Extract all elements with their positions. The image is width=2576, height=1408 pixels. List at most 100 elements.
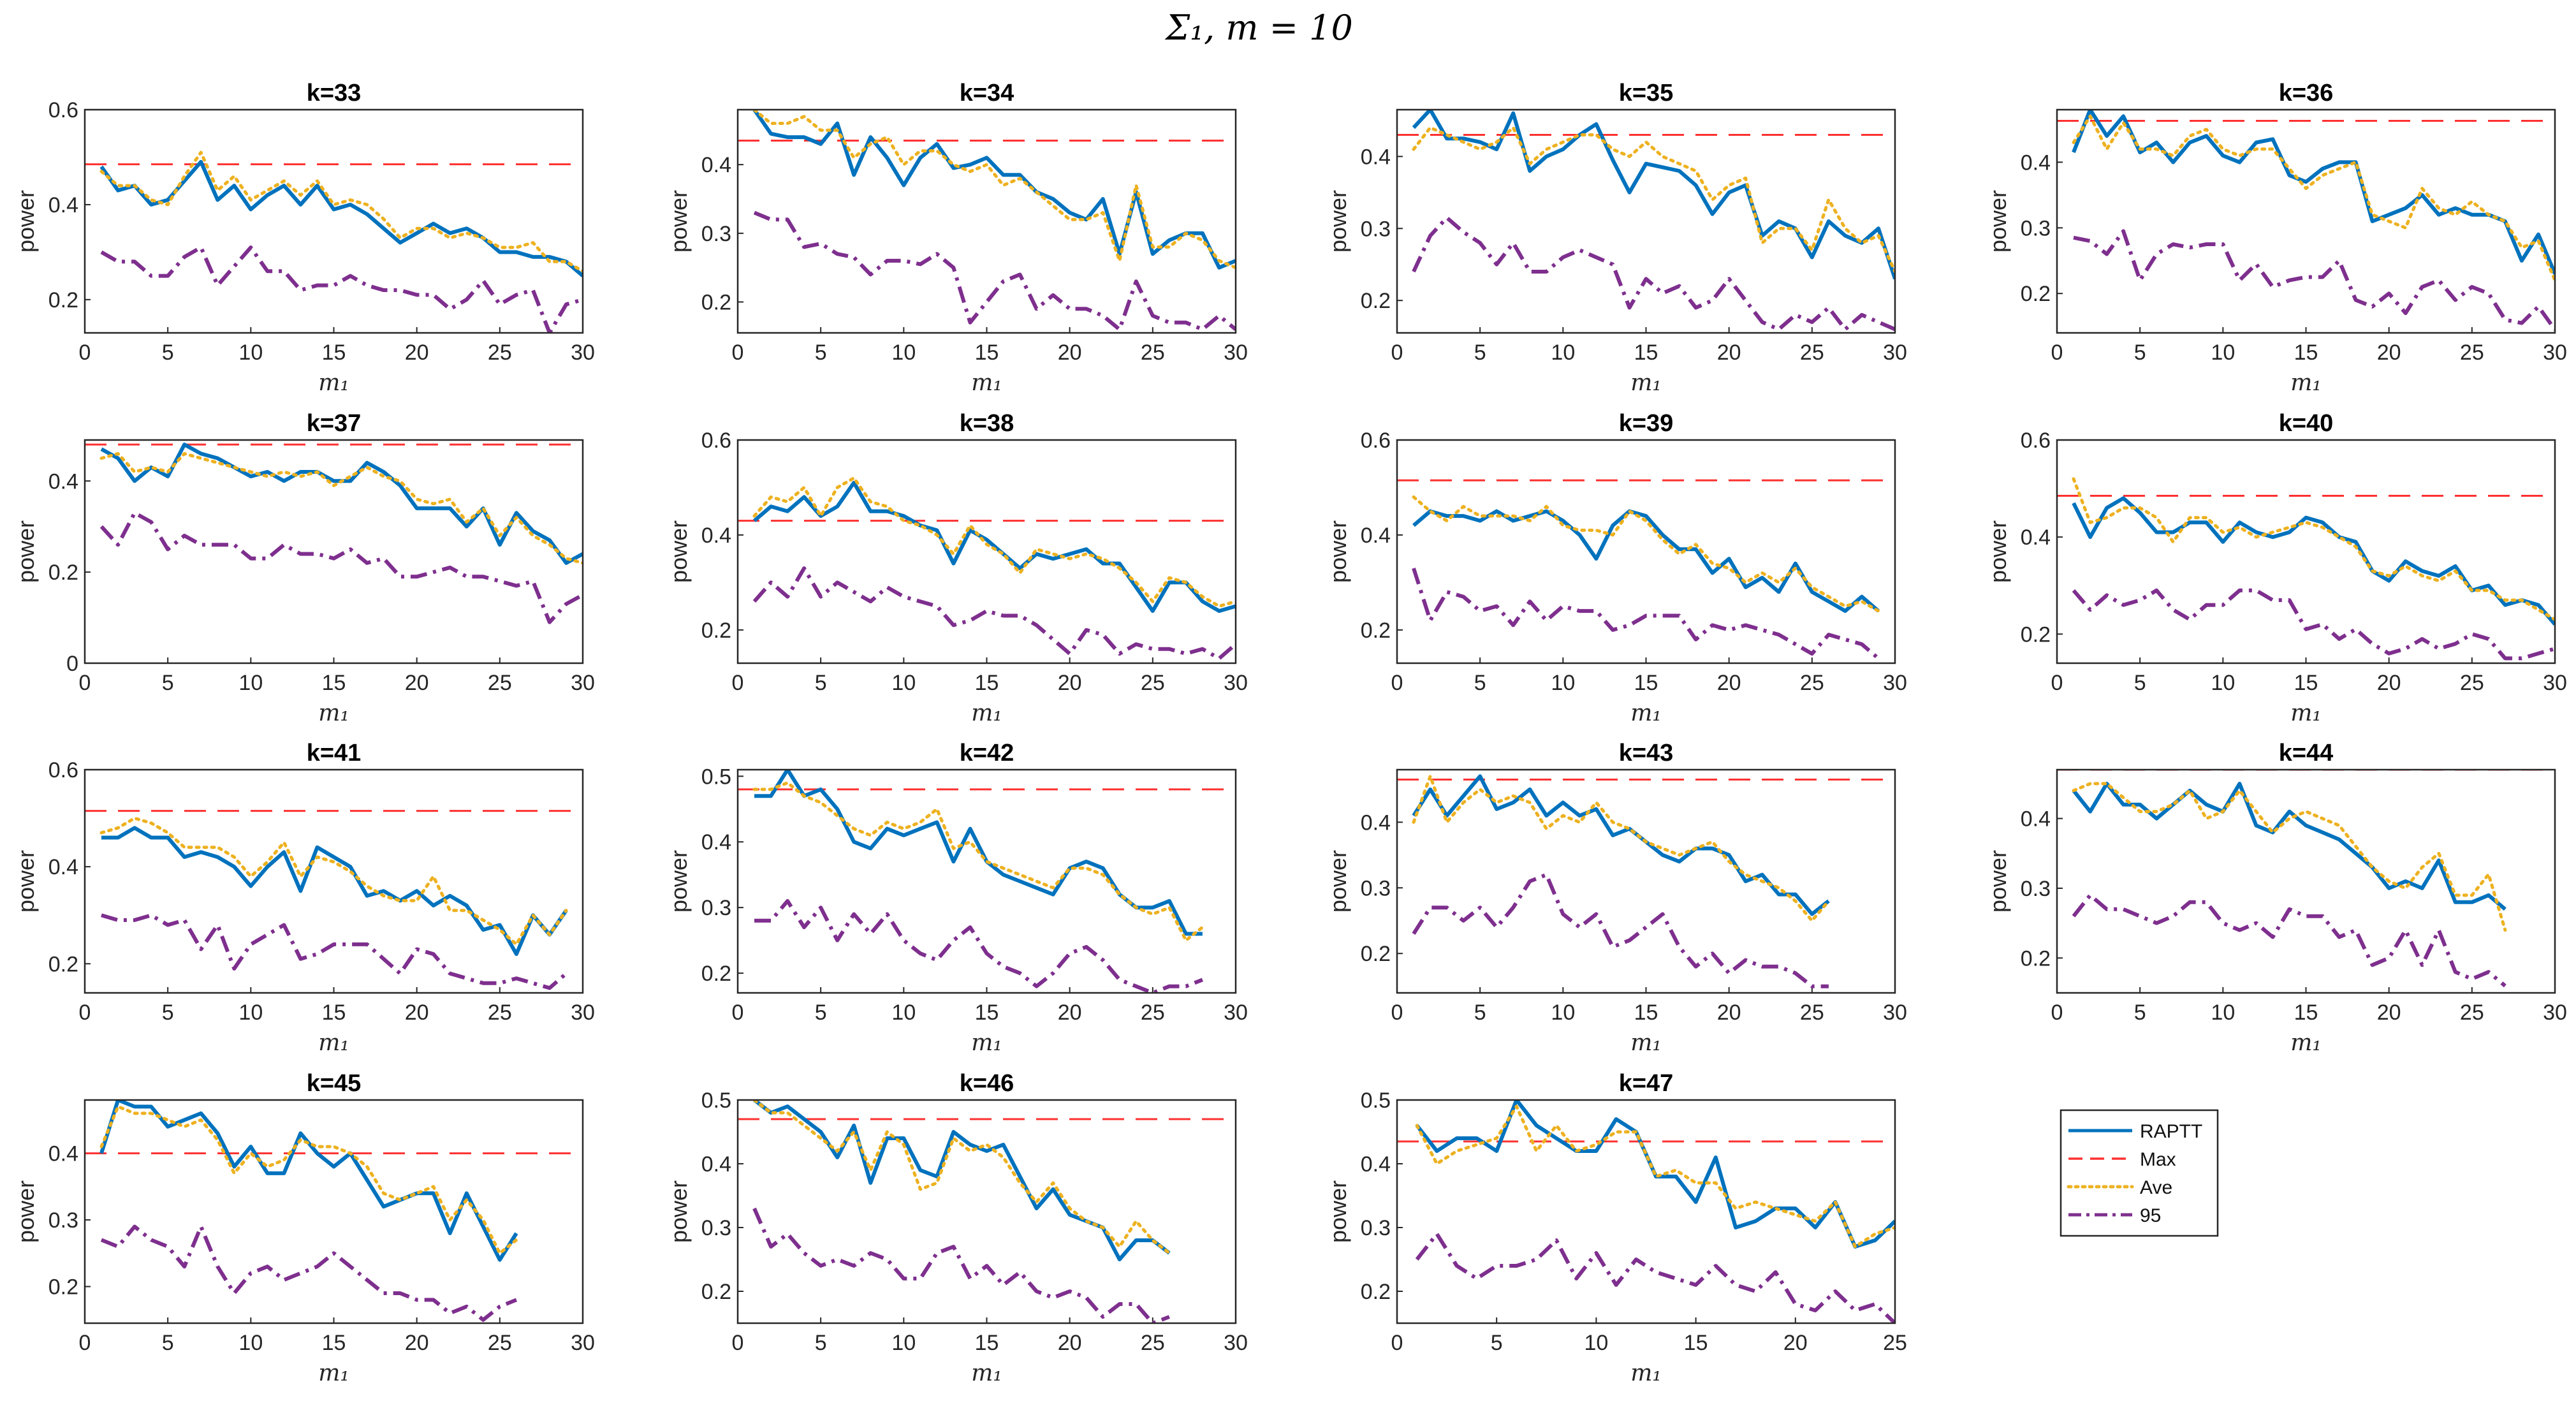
x-tick-label: 5 [815,341,827,365]
series-line-RAPTT [99,159,583,277]
series-line-95 [752,1207,1170,1323]
x-tick-label: 10 [238,341,263,365]
y-tick-label: 0.3 [701,1216,731,1240]
y-tick-label: 0.4 [1361,1152,1391,1177]
x-tick-label: 20 [1058,1331,1082,1355]
figure-title: Σ₁, m = 10 [1164,8,1353,48]
axes-box [1396,1099,1896,1324]
plot-lines [85,150,583,333]
x-tick-label: 30 [1224,671,1248,695]
x-axis-label: m₁ [971,1360,1002,1386]
x-tick-label: 30 [1883,671,1907,695]
axes-box [1396,439,1896,664]
series-line-RAPTT [753,481,1236,613]
y-tick-label: 0.3 [701,896,731,920]
series-line-Ave [99,1104,518,1255]
x-tick-label: 20 [1717,671,1741,695]
series-line-Ave [752,781,1204,942]
subplot-title: k=35 [1619,80,1674,106]
subplot: k=47 0 5 10 15 20 25 0.2 0.3 0.4 0.5 m₁ power [1325,1070,1907,1386]
x-tick-label: 25 [488,671,512,695]
y-tick-label: 0.3 [701,222,731,246]
y-tick-label: 0.6 [48,98,78,122]
y-tick-label: 0.3 [1361,876,1391,900]
y-tick-label: 0.2 [1361,619,1391,643]
x-tick-label: 25 [488,1331,512,1355]
y-tick-label: 0.2 [701,291,731,315]
x-tick-label: 15 [975,1001,999,1025]
subplot-title: k=42 [960,740,1014,766]
x-tick-label: 0 [732,1001,744,1025]
y-axis-label: power [1325,1180,1351,1243]
y-tick-label: 0.6 [1361,429,1391,453]
y-tick-label: 0.4 [701,524,731,548]
series-line-95 [753,210,1236,332]
legend-label: 95 [2140,1205,2161,1226]
y-tick-label: 0.4 [48,469,78,494]
x-tick-label: 30 [2543,341,2567,365]
axes-box [84,439,584,664]
plot-lines [1397,774,1895,988]
y-tick-label: 0.2 [2021,946,2051,971]
y-axis-label: power [666,190,692,253]
plot-lines [85,443,583,624]
x-tick-label: 0 [79,341,91,365]
y-tick-label: 0.4 [48,855,78,879]
subplot-title: k=41 [307,740,362,766]
x-tick-label: 25 [2460,341,2484,365]
series-line-RAPTT [2072,781,2506,911]
plot-lines [2057,110,2555,331]
x-tick-label: 25 [488,341,512,365]
x-axis-label: m₁ [318,370,349,396]
x-tick-label: 15 [2294,1001,2318,1025]
axes-box [736,1099,1237,1324]
subplot: k=37 0 5 10 15 20 25 30 0 0.2 0.4 m₁ power [13,410,595,726]
x-tick-label: 20 [1058,671,1082,695]
y-tick-label: 0.4 [1361,145,1391,169]
x-tick-label: 30 [2543,1001,2567,1025]
x-tick-label: 15 [1634,341,1658,365]
x-tick-label: 15 [975,1331,999,1355]
series-line-95 [1415,1232,1895,1323]
plot-area [1397,440,1895,663]
y-tick-label: 0.4 [1361,810,1391,835]
x-tick-label: 10 [891,1001,916,1025]
x-tick-label: 20 [405,1001,429,1025]
x-tick-label: 15 [1634,1001,1658,1025]
x-tick-label: 10 [891,671,916,695]
y-tick-label: 0.4 [2021,525,2051,550]
axes-box [1396,108,1896,334]
x-tick-label: 30 [571,671,595,695]
axes-box [736,108,1237,334]
x-tick-label: 5 [2134,671,2146,695]
x-tick-label: 0 [732,671,744,695]
plot-area [738,110,1236,333]
y-tick-label: 0.2 [1361,289,1391,313]
series-line-95 [2072,893,2506,988]
subplot: k=36 0 5 10 15 20 25 30 0.2 0.3 0.4 m₁ power [1985,80,2567,396]
y-tick-label: 0.2 [701,1280,731,1304]
x-tick-label: 20 [1783,1331,1808,1355]
series-line-95 [99,511,583,624]
axes-box [736,439,1237,664]
x-axis-label: m₁ [318,700,349,726]
x-tick-label: 0 [2051,341,2063,365]
x-tick-label: 25 [1141,671,1165,695]
x-tick-label: 0 [79,1001,91,1025]
x-tick-label: 15 [322,341,346,365]
x-tick-label: 25 [2460,1001,2484,1025]
x-tick-label: 30 [1224,1001,1248,1025]
y-tick-label: 0.5 [1361,1089,1391,1113]
y-axis-label: power [1325,850,1351,913]
series-line-95 [1412,568,1880,660]
x-axis-label: m₁ [2290,700,2322,726]
x-tick-label: 10 [1584,1331,1608,1355]
series-line-Ave [99,816,568,946]
subplot: k=44 0 5 10 15 20 25 30 0.2 0.3 0.4 m₁ power [1985,740,2567,1056]
x-tick-label: 5 [2134,1001,2146,1025]
x-tick-label: 30 [2543,671,2567,695]
subplot-title: k=36 [2279,80,2334,106]
x-tick-label: 5 [1474,341,1486,365]
subplot: k=38 0 5 10 15 20 25 30 0.2 0.4 0.6 m₁ power [666,410,1248,726]
x-axis-label: m₁ [1630,370,1662,396]
